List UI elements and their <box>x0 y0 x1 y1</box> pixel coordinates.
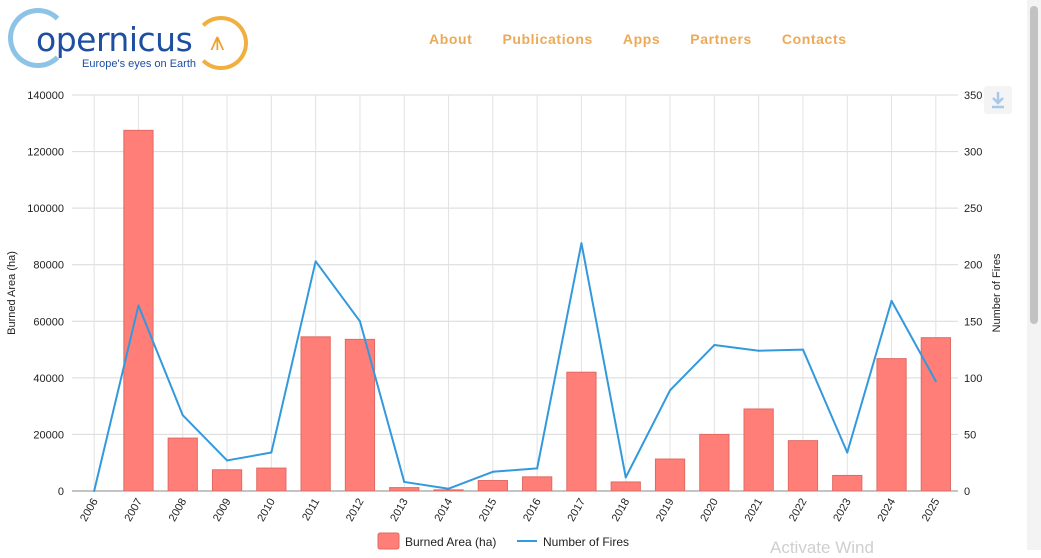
x-tick-label: 2008 <box>167 497 190 524</box>
x-tick-label: 2021 <box>743 497 766 524</box>
point-number-of-fires <box>890 299 893 302</box>
legend-label-number-of-fires: Number of Fires <box>543 535 629 549</box>
bar-burned-area <box>256 467 287 492</box>
logo-ring <box>8 8 68 68</box>
x-tick-label: 2012 <box>344 497 367 524</box>
x-tick-label: 2023 <box>831 497 854 524</box>
nav-apps[interactable]: Apps <box>622 31 661 47</box>
point-number-of-fires <box>713 344 716 347</box>
bar-burned-area <box>876 358 907 492</box>
point-number-of-fires <box>270 451 273 454</box>
bar-burned-area <box>433 489 464 492</box>
point-number-of-fires <box>93 490 96 492</box>
nav-about[interactable]: About <box>429 31 473 47</box>
bar-burned-area <box>610 481 641 492</box>
bar-burned-area <box>743 408 774 492</box>
bar-burned-area <box>699 433 730 492</box>
y-tick-label: 140000 <box>27 90 64 102</box>
point-number-of-fires <box>226 459 229 462</box>
nav-partners[interactable]: Partners <box>690 31 752 47</box>
y2-tick-label: 250 <box>964 203 982 215</box>
y2-tick-label: 300 <box>964 147 982 159</box>
bar-burned-area <box>300 336 331 492</box>
x-tick-label: 2019 <box>654 497 677 524</box>
x-tick-label: 2006 <box>78 497 101 524</box>
point-number-of-fires <box>181 414 184 417</box>
os-watermark: Activate Wind <box>770 538 874 557</box>
logo-text: opernicus <box>36 20 193 59</box>
point-number-of-fires <box>669 389 672 392</box>
bar-burned-area <box>787 440 819 492</box>
site-header: opernicus Europe's eyes on Earth ⩚ About… <box>0 0 1041 80</box>
legend-swatch-burned-area <box>377 532 400 550</box>
y2-axis-title: Number of Fires <box>991 253 1003 332</box>
y2-tick-label: 0 <box>964 486 970 498</box>
y2-tick-label: 350 <box>964 90 982 102</box>
bar-burned-area <box>389 487 420 492</box>
legend-label-burned-area: Burned Area (ha) <box>405 535 496 549</box>
bar-burned-area <box>477 480 508 492</box>
point-number-of-fires <box>314 260 317 263</box>
bar-burned-area <box>832 474 863 492</box>
copernicus-logo[interactable]: opernicus Europe's eyes on Earth ⩚ <box>6 6 256 76</box>
main-nav: About Publications Apps Partners Contact… <box>429 31 877 47</box>
x-tick-label: 2025 <box>920 497 943 524</box>
burned-area-chart: 0 20000 40000 60000 80000 100000 120000 140000 0… <box>6 90 1003 550</box>
x-tick-label: 2015 <box>477 497 500 524</box>
point-number-of-fires <box>491 470 494 473</box>
point-number-of-fires <box>580 242 583 245</box>
x-tick-label: 2009 <box>211 497 234 524</box>
y2-tick-label: 150 <box>964 316 982 328</box>
x-tick-label: 2018 <box>610 497 633 524</box>
y2-tick-label: 50 <box>964 429 976 441</box>
y-tick-label: 80000 <box>33 260 64 272</box>
x-tick-label: 2010 <box>255 497 278 524</box>
point-number-of-fires <box>934 380 937 383</box>
bar-burned-area <box>566 371 597 492</box>
bar-burned-area <box>123 129 154 492</box>
logo-emblem-icon: ⩚ <box>194 16 248 70</box>
bar-burned-area <box>167 437 198 492</box>
y2-tick-label: 200 <box>964 260 982 272</box>
point-number-of-fires <box>137 304 140 307</box>
point-number-of-fires <box>624 476 627 479</box>
y-axis-title: Burned Area (ha) <box>6 251 18 335</box>
x-tick-label: 2013 <box>388 497 411 524</box>
line-number-of-fires <box>93 242 937 492</box>
point-number-of-fires <box>757 349 760 352</box>
bar-burned-area <box>211 469 243 492</box>
y-tick-label: 120000 <box>27 147 64 159</box>
logo-tagline: Europe's eyes on Earth <box>82 58 197 70</box>
x-tick-label: 2022 <box>787 497 810 524</box>
point-number-of-fires <box>358 320 361 323</box>
download-icon <box>992 92 1004 109</box>
download-button[interactable] <box>984 86 1012 114</box>
nav-publications[interactable]: Publications <box>502 31 593 47</box>
x-tick-label: 2014 <box>433 497 456 524</box>
bar-burned-area <box>344 338 376 492</box>
x-tick-label: 2016 <box>521 497 544 524</box>
scrollbar-thumb[interactable] <box>1030 6 1038 324</box>
x-tick-label: 2024 <box>876 497 899 524</box>
x-tick-label: 2020 <box>698 497 721 524</box>
y-tick-label: 60000 <box>33 316 64 328</box>
point-number-of-fires <box>447 487 450 490</box>
bar-burned-area <box>522 476 553 492</box>
y2-tick-label: 100 <box>964 373 982 385</box>
y-tick-label: 100000 <box>27 203 64 215</box>
point-number-of-fires <box>403 480 406 483</box>
bar-burned-area <box>654 458 686 492</box>
point-number-of-fires <box>846 451 849 454</box>
x-tick-label: 2011 <box>300 497 322 523</box>
point-number-of-fires <box>536 467 539 470</box>
x-tick-label: 2007 <box>122 497 145 524</box>
y-tick-label: 0 <box>58 486 64 498</box>
x-tick-label: 2017 <box>565 497 588 524</box>
y-tick-label: 20000 <box>33 429 64 441</box>
page-scrollbar[interactable] <box>1027 0 1041 550</box>
nav-contacts[interactable]: Contacts <box>781 31 847 47</box>
point-number-of-fires <box>801 348 804 351</box>
y-tick-label: 40000 <box>33 373 64 385</box>
